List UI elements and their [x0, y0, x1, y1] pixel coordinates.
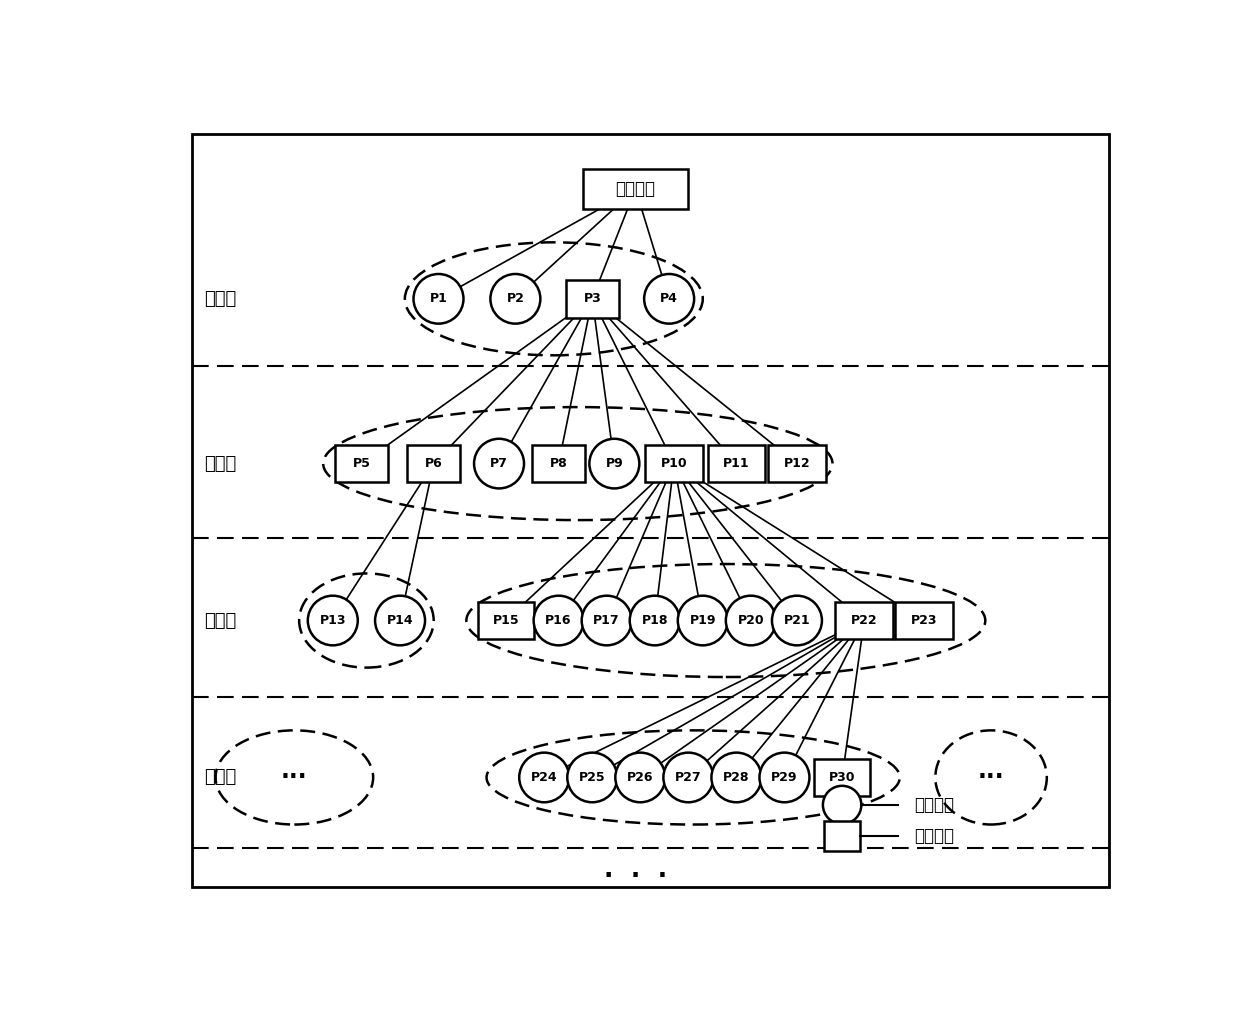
Bar — [708, 444, 765, 482]
Bar — [768, 444, 826, 482]
Bar — [565, 280, 619, 318]
Bar — [815, 758, 870, 796]
Text: P27: P27 — [675, 771, 702, 784]
Text: P7: P7 — [490, 458, 508, 470]
Bar — [645, 444, 703, 482]
Ellipse shape — [567, 753, 618, 802]
Text: 第四层: 第四层 — [205, 768, 237, 787]
Text: 拆装对象: 拆装对象 — [615, 180, 656, 198]
Text: P24: P24 — [531, 771, 558, 784]
Bar — [477, 601, 533, 639]
Ellipse shape — [582, 596, 631, 645]
Text: P1: P1 — [429, 292, 448, 306]
Ellipse shape — [630, 596, 680, 645]
Text: ·  ·  ·: · · · — [604, 863, 667, 888]
Ellipse shape — [474, 439, 525, 488]
Ellipse shape — [520, 753, 569, 802]
Text: P17: P17 — [594, 614, 620, 627]
Text: P10: P10 — [661, 458, 687, 470]
Ellipse shape — [725, 596, 776, 645]
Bar — [583, 168, 688, 209]
Ellipse shape — [589, 439, 640, 488]
Ellipse shape — [759, 753, 810, 802]
Ellipse shape — [823, 786, 862, 824]
Text: ···: ··· — [978, 765, 1004, 790]
Text: P23: P23 — [910, 614, 937, 627]
Bar — [407, 444, 460, 482]
Bar — [895, 601, 952, 639]
Text: P13: P13 — [320, 614, 346, 627]
Ellipse shape — [615, 753, 666, 802]
Text: P4: P4 — [660, 292, 678, 306]
Ellipse shape — [374, 596, 425, 645]
Text: P16: P16 — [546, 614, 572, 627]
Text: P30: P30 — [828, 771, 856, 784]
Text: P22: P22 — [851, 614, 878, 627]
Text: P28: P28 — [723, 771, 750, 784]
Text: P26: P26 — [627, 771, 653, 784]
Text: P25: P25 — [579, 771, 605, 784]
Text: 第一层: 第一层 — [205, 289, 237, 308]
Ellipse shape — [533, 596, 584, 645]
Ellipse shape — [712, 753, 761, 802]
Bar — [532, 444, 585, 482]
Text: P8: P8 — [549, 458, 568, 470]
Text: P21: P21 — [784, 614, 810, 627]
Ellipse shape — [490, 274, 541, 324]
Ellipse shape — [644, 274, 694, 324]
Text: P5: P5 — [352, 458, 371, 470]
Text: 第三层: 第三层 — [205, 611, 237, 630]
Bar — [335, 444, 388, 482]
Ellipse shape — [773, 596, 822, 645]
Ellipse shape — [663, 753, 713, 802]
Text: P3: P3 — [583, 292, 601, 306]
Text: ···: ··· — [281, 765, 308, 790]
Text: P9: P9 — [605, 458, 624, 470]
Text: P2: P2 — [506, 292, 525, 306]
Text: 第二层: 第二层 — [205, 454, 237, 473]
Ellipse shape — [678, 596, 728, 645]
Text: P18: P18 — [641, 614, 668, 627]
Text: 组件节点: 组件节点 — [914, 827, 955, 846]
Text: P19: P19 — [689, 614, 715, 627]
Text: P14: P14 — [387, 614, 413, 627]
Text: P6: P6 — [425, 458, 443, 470]
Text: P15: P15 — [492, 614, 520, 627]
Text: P12: P12 — [784, 458, 810, 470]
Bar — [823, 821, 861, 851]
Text: 零件节点: 零件节点 — [914, 796, 955, 814]
Ellipse shape — [413, 274, 464, 324]
Bar — [836, 601, 893, 639]
Ellipse shape — [308, 596, 358, 645]
Text: P11: P11 — [723, 458, 750, 470]
Text: P20: P20 — [738, 614, 764, 627]
Text: P29: P29 — [771, 771, 797, 784]
